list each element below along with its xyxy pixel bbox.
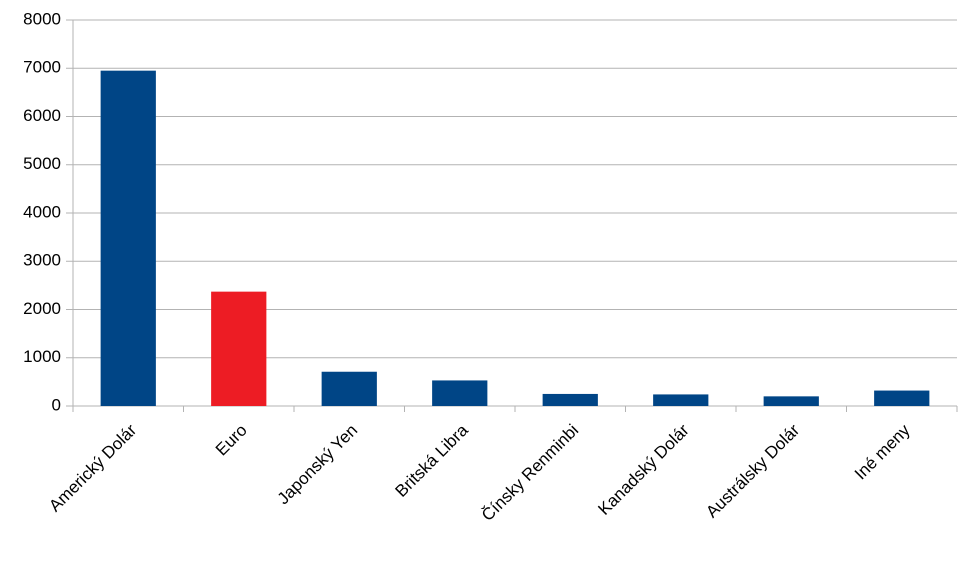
y-tick-label: 5000: [23, 154, 61, 173]
x-tick-label: Austrálsky Dolár: [702, 420, 803, 521]
x-tick-label: Euro: [212, 421, 251, 460]
y-tick-label: 4000: [23, 202, 61, 221]
bar: [321, 371, 377, 406]
bar: [432, 380, 488, 406]
x-tick-label: Britská Libra: [392, 420, 473, 501]
y-tick-label: 6000: [23, 106, 61, 125]
x-tick-label: Kanadský Dolár: [594, 420, 693, 519]
bar: [874, 390, 930, 406]
bar: [542, 393, 598, 406]
x-tick-label: Japonský Yen: [274, 421, 362, 509]
y-tick-label: 2000: [23, 299, 61, 318]
bar: [653, 394, 709, 406]
bar: [211, 291, 267, 406]
bar: [100, 70, 156, 406]
y-tick-label: 1000: [23, 347, 61, 366]
x-tick-label: Čínsky Renminbi: [478, 421, 582, 525]
bar: [763, 396, 819, 406]
x-tick-label: Americký Dolár: [45, 420, 140, 515]
y-tick-label: 8000: [23, 9, 61, 28]
y-tick-label: 0: [52, 395, 61, 414]
y-tick-label: 7000: [23, 58, 61, 77]
y-tick-label: 3000: [23, 251, 61, 270]
x-tick-label: Iné meny: [851, 420, 914, 483]
